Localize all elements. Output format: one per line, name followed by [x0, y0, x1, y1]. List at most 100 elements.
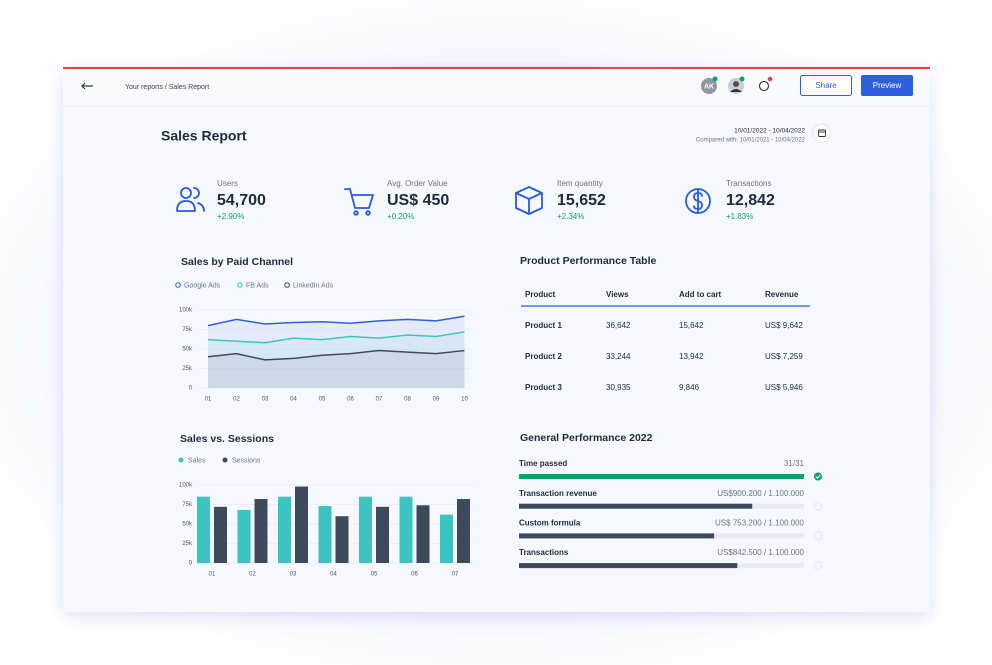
x-tick-label: 06: [347, 397, 354, 403]
status-dot: [712, 76, 718, 82]
table-cell: 9,846: [679, 383, 700, 392]
kpi-value: US$ 450: [387, 192, 449, 209]
goal-value: 31/31: [784, 459, 805, 468]
cart-icon: [344, 188, 374, 216]
legend-marker: [178, 457, 184, 463]
kpi-change: +2.34%: [557, 212, 584, 221]
bar: [359, 496, 372, 563]
share-button[interactable]: [800, 75, 852, 96]
table-cell: 15,642: [679, 321, 704, 330]
kpi-value: 15,652: [557, 192, 606, 209]
kpi-change: +1.83%: [726, 212, 753, 221]
y-tick-label: 75k: [182, 502, 193, 508]
legend-marker: [237, 282, 243, 288]
report-title: Sales Report: [161, 128, 247, 144]
table-cell: 30,935: [606, 383, 631, 392]
accent-line: [63, 67, 930, 69]
goal-value: US$900.200 / 1.100.000: [717, 489, 804, 498]
compared-range: Compared with: 10/01/2021 - 10/04/2022: [696, 138, 806, 144]
y-tick-label: 50k: [182, 522, 193, 528]
chart-title: Sales vs. Sessions: [180, 433, 274, 445]
bar: [197, 496, 210, 563]
goal-bar: [519, 503, 753, 509]
header-bar: [63, 67, 930, 106]
bar: [376, 506, 389, 563]
goal-status: [813, 531, 823, 541]
table-cell: Product 2: [525, 352, 562, 361]
x-tick-label: 03: [290, 572, 297, 578]
calendar-button[interactable]: [812, 123, 832, 143]
series-line: [207, 331, 465, 344]
avatar-head: [733, 81, 739, 87]
kpi-change: +0.20%: [387, 212, 414, 221]
x-tick-label: 03: [262, 397, 269, 403]
x-tick-label: 07: [376, 397, 383, 403]
series-area: [208, 316, 465, 388]
bar: [440, 514, 453, 563]
y-tick-label: 50k: [182, 347, 193, 353]
table-header: Revenue: [765, 290, 799, 299]
y-tick-label: 25k: [182, 366, 193, 372]
chat-button[interactable]: [758, 76, 773, 92]
breadcrumb[interactable]: Your reports / Sales Report: [125, 84, 209, 91]
legend-marker: [222, 457, 228, 463]
bar: [278, 496, 291, 563]
x-tick-label: 04: [330, 572, 337, 578]
legend-marker: [284, 282, 290, 288]
table-header: Product: [525, 290, 556, 299]
goal-value: US$842.500 / 1.100.000: [717, 548, 804, 557]
x-tick-label: 10: [461, 397, 468, 403]
goal-value: US$ 753.200 / 1.100.000: [715, 519, 805, 528]
kpi-label: Users: [217, 179, 238, 188]
bar: [214, 506, 227, 563]
card: [63, 67, 930, 612]
goal-status: [813, 501, 823, 511]
table-cell: US$ 7,259: [765, 352, 803, 361]
share-label[interactable]: Share: [815, 81, 837, 90]
back-button[interactable]: [81, 82, 93, 90]
y-tick-label: 100k: [179, 483, 193, 489]
table-title: Product Performance Table: [520, 255, 657, 267]
x-tick-label: 06: [411, 572, 418, 578]
legend-marker: [175, 282, 181, 288]
x-tick-label: 01: [205, 397, 212, 403]
check-mark: [815, 474, 821, 479]
legend-label: Google Ads: [184, 282, 221, 289]
x-tick-label: 02: [233, 397, 240, 403]
goal-bar: [519, 563, 738, 569]
y-tick-label: 75k: [182, 327, 193, 333]
kpi-value: 54,700: [217, 192, 266, 209]
kpi-change: +2.90%: [217, 212, 244, 221]
avatar-body: [730, 89, 742, 92]
bar: [399, 496, 413, 563]
table-header: Add to cart: [679, 290, 722, 299]
series-area: [208, 331, 465, 388]
preview-label[interactable]: Preview: [873, 81, 902, 90]
users-icon: [176, 187, 205, 212]
series-line: [207, 349, 465, 361]
status-dot: [739, 76, 745, 82]
preview-button[interactable]: [861, 75, 913, 96]
table-cell: 33,244: [606, 352, 631, 361]
bar: [237, 509, 251, 563]
section-title: General Performance 2022: [520, 432, 653, 444]
avatar[interactable]: [701, 78, 717, 94]
x-tick-label: 08: [404, 397, 411, 403]
goal-bar: [519, 474, 804, 479]
goal-label: Transaction revenue: [519, 489, 597, 498]
y-tick-label: 0: [189, 386, 193, 392]
goal-status: [814, 472, 822, 481]
table-cell: Product 1: [525, 321, 562, 330]
y-tick-label: 25k: [182, 541, 193, 547]
table-cell: 36,642: [606, 321, 631, 330]
y-tick-label: 0: [189, 561, 193, 567]
kpi-value: 12,842: [726, 192, 775, 209]
x-tick-label: 02: [249, 572, 256, 578]
x-tick-label: 09: [433, 397, 440, 403]
table-cell: 13,942: [679, 352, 704, 361]
bar: [295, 486, 308, 563]
bar: [318, 506, 332, 563]
goal-bar: [519, 533, 715, 539]
